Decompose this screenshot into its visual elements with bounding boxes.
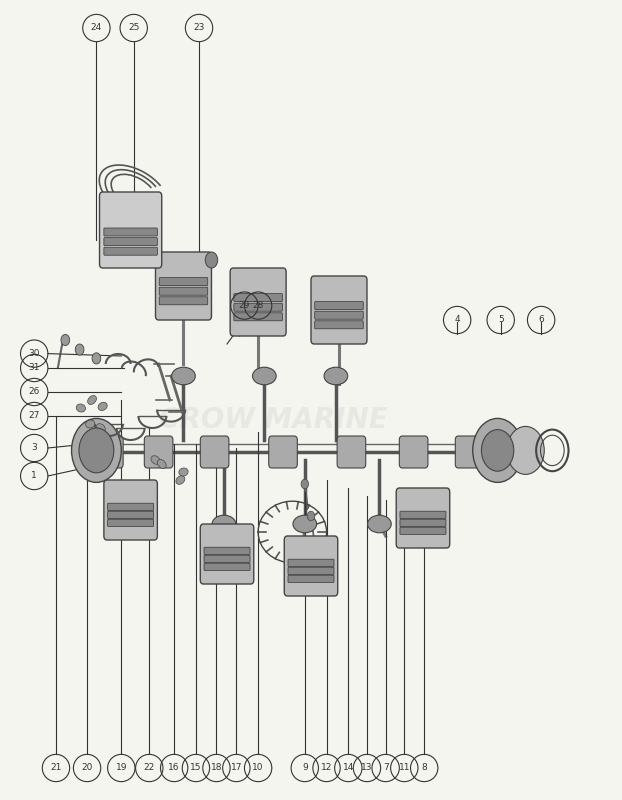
FancyBboxPatch shape — [234, 294, 282, 302]
FancyBboxPatch shape — [156, 252, 211, 320]
FancyBboxPatch shape — [159, 297, 208, 305]
FancyBboxPatch shape — [288, 559, 334, 566]
FancyBboxPatch shape — [108, 503, 154, 510]
Ellipse shape — [157, 459, 166, 469]
Text: 3: 3 — [31, 443, 37, 453]
Text: 20: 20 — [81, 763, 93, 773]
FancyBboxPatch shape — [104, 228, 157, 236]
FancyBboxPatch shape — [269, 436, 297, 468]
FancyBboxPatch shape — [230, 268, 286, 336]
FancyBboxPatch shape — [100, 192, 162, 268]
Ellipse shape — [293, 515, 317, 533]
Ellipse shape — [88, 395, 96, 405]
Text: 10: 10 — [253, 763, 264, 773]
Ellipse shape — [151, 456, 160, 464]
Circle shape — [301, 479, 309, 489]
Text: 28: 28 — [253, 301, 264, 310]
FancyBboxPatch shape — [234, 303, 282, 311]
FancyBboxPatch shape — [396, 488, 450, 548]
Ellipse shape — [368, 515, 391, 533]
Ellipse shape — [324, 367, 348, 385]
Text: 9: 9 — [302, 763, 308, 773]
Text: 27: 27 — [29, 411, 40, 421]
FancyBboxPatch shape — [204, 555, 250, 562]
Text: CROW MARINE: CROW MARINE — [159, 406, 388, 434]
Text: 21: 21 — [50, 763, 62, 773]
Ellipse shape — [96, 424, 105, 432]
Text: 5: 5 — [498, 315, 504, 325]
Circle shape — [481, 430, 514, 471]
FancyBboxPatch shape — [400, 511, 446, 518]
FancyBboxPatch shape — [400, 519, 446, 526]
FancyBboxPatch shape — [200, 524, 254, 584]
Text: 29: 29 — [239, 301, 250, 310]
Circle shape — [61, 334, 70, 346]
FancyBboxPatch shape — [159, 287, 208, 295]
FancyBboxPatch shape — [337, 436, 366, 468]
Text: 8: 8 — [421, 763, 427, 773]
Text: 30: 30 — [29, 349, 40, 358]
Text: 1: 1 — [31, 471, 37, 481]
Text: 16: 16 — [169, 763, 180, 773]
Circle shape — [79, 428, 114, 473]
Circle shape — [75, 344, 84, 355]
Ellipse shape — [172, 367, 195, 385]
FancyBboxPatch shape — [95, 436, 123, 468]
FancyBboxPatch shape — [315, 302, 363, 310]
Text: 13: 13 — [361, 763, 373, 773]
Circle shape — [92, 353, 101, 364]
Text: 24: 24 — [91, 23, 102, 33]
FancyBboxPatch shape — [315, 311, 363, 319]
Text: 19: 19 — [116, 763, 127, 773]
FancyBboxPatch shape — [104, 247, 157, 255]
FancyBboxPatch shape — [104, 480, 157, 540]
Text: 12: 12 — [321, 763, 332, 773]
FancyBboxPatch shape — [315, 321, 363, 329]
FancyBboxPatch shape — [108, 511, 154, 518]
Text: 31: 31 — [29, 363, 40, 373]
Ellipse shape — [253, 367, 276, 385]
Circle shape — [473, 418, 522, 482]
FancyBboxPatch shape — [204, 547, 250, 554]
Text: 26: 26 — [29, 387, 40, 397]
FancyBboxPatch shape — [288, 575, 334, 582]
Ellipse shape — [86, 420, 95, 428]
FancyBboxPatch shape — [311, 276, 367, 344]
Text: 18: 18 — [211, 763, 222, 773]
Circle shape — [205, 252, 218, 268]
Text: 22: 22 — [144, 763, 155, 773]
Text: 14: 14 — [343, 763, 354, 773]
FancyBboxPatch shape — [159, 278, 208, 286]
FancyBboxPatch shape — [144, 436, 173, 468]
Text: 23: 23 — [193, 23, 205, 33]
FancyBboxPatch shape — [400, 527, 446, 534]
Circle shape — [307, 511, 315, 521]
Text: 25: 25 — [128, 23, 139, 33]
FancyBboxPatch shape — [200, 436, 229, 468]
FancyBboxPatch shape — [455, 436, 484, 468]
Ellipse shape — [212, 515, 236, 533]
Text: 6: 6 — [538, 315, 544, 325]
Circle shape — [507, 426, 544, 474]
FancyBboxPatch shape — [399, 436, 428, 468]
Text: 4: 4 — [454, 315, 460, 325]
Circle shape — [72, 418, 121, 482]
FancyBboxPatch shape — [234, 313, 282, 321]
Text: 17: 17 — [231, 763, 242, 773]
FancyBboxPatch shape — [288, 567, 334, 574]
FancyBboxPatch shape — [284, 536, 338, 596]
FancyBboxPatch shape — [108, 519, 154, 526]
FancyBboxPatch shape — [204, 563, 250, 570]
Text: 11: 11 — [399, 763, 410, 773]
Text: 15: 15 — [190, 763, 202, 773]
Ellipse shape — [179, 468, 188, 476]
Ellipse shape — [176, 476, 185, 484]
FancyBboxPatch shape — [104, 238, 157, 246]
Text: 7: 7 — [383, 763, 389, 773]
Ellipse shape — [77, 404, 85, 412]
Ellipse shape — [98, 402, 107, 410]
